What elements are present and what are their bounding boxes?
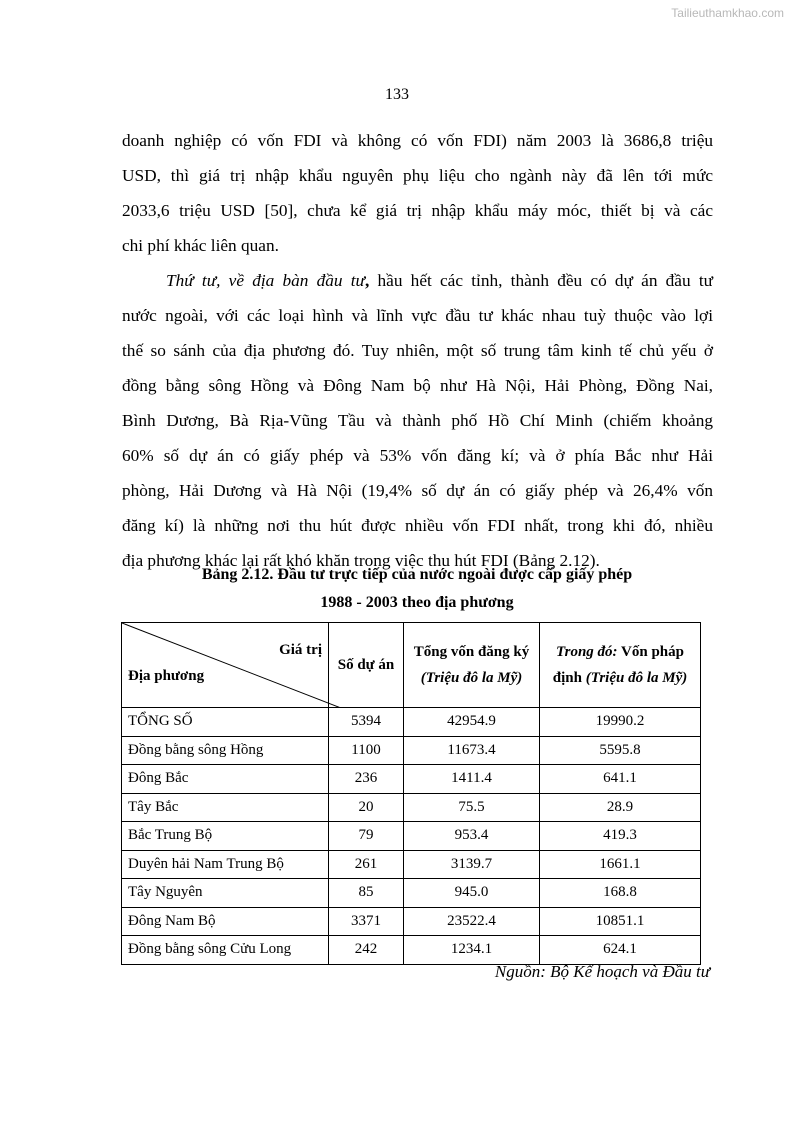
body-line: doanh nghiệp có vốn FDI và không có vốn …: [122, 131, 713, 150]
header-legal-italic: Trong đó:: [556, 644, 618, 660]
lead-rest: hầu hết các tỉnh, thành đều có dự án đầu…: [369, 271, 713, 290]
body-line: 60% số dự án có giấy phép và 53% vốn đăn…: [122, 446, 713, 465]
source-note: Nguồn: Bộ Kế hoạch và Đầu tư: [494, 962, 710, 981]
legal-capital-cell: 28.9: [539, 792, 701, 822]
region-cell: Duyên hải Nam Trung Bộ: [121, 849, 329, 879]
header-projects: Số dự án: [328, 622, 404, 708]
region-cell: Đồng bằng sông Cửu Long: [121, 935, 329, 965]
table-caption: Bảng 2.12. Đầu tư trực tiếp của nước ngo…: [201, 566, 633, 583]
legal-capital-cell: 5595.8: [539, 735, 701, 765]
region-cell: Tây Nguyên: [121, 878, 329, 908]
body-line: đăng kí) là những nơi thu hút được nhiều…: [122, 516, 713, 535]
table-row: Duyên hải Nam Trung Bộ 261 3139.7 1661.1: [121, 849, 701, 879]
legal-capital-cell: 624.1: [539, 935, 701, 965]
total-capital-cell: 953.4: [403, 821, 540, 851]
header-legal-unit: (Triệu đô la Mỹ): [585, 670, 688, 686]
projects-cell: 236: [328, 764, 404, 794]
header-region: Địa phương: [128, 668, 205, 684]
total-capital-cell: 75.5: [403, 792, 540, 822]
table-row: Đồng bằng sông Hồng 1100 11673.4 5595.8: [121, 735, 701, 765]
region-cell: Đông Bắc: [121, 764, 329, 794]
legal-capital-cell: 419.3: [539, 821, 701, 851]
body-line: nước ngoài, với các loại hình và lĩnh vự…: [122, 306, 713, 325]
header-value: Giá trị: [279, 642, 322, 658]
table-row: TỔNG SỐ 5394 42954.9 19990.2: [121, 707, 701, 737]
region-cell: Đồng bằng sông Hồng: [121, 735, 329, 765]
total-capital-cell: 23522.4: [403, 906, 540, 936]
page-number: 133: [385, 86, 409, 103]
header-total-capital: Tổng vốn đăng ký (Triệu đô la Mỹ): [403, 622, 540, 708]
header-total-label: Tổng vốn đăng ký: [413, 644, 530, 660]
fdi-table: Giá trị Địa phương Số dự án Tổng vốn đăn…: [121, 622, 701, 965]
body-line: phòng, Hải Dương và Hà Nội (19,4% số dự …: [122, 481, 713, 500]
body-line: đồng bằng sông Hồng và Đông Nam bộ như H…: [122, 376, 713, 395]
legal-capital-cell: 1661.1: [539, 849, 701, 879]
region-cell: Đông Nam Bộ: [121, 906, 329, 936]
body-line: Bình Dương, Bà Rịa-Vũng Tầu và thành phố…: [122, 411, 713, 430]
projects-cell: 261: [328, 849, 404, 879]
total-capital-cell: 42954.9: [403, 707, 540, 737]
total-capital-cell: 1411.4: [403, 764, 540, 794]
table-caption-years: 1988 - 2003 theo địa phương: [320, 594, 514, 611]
body-line: chi phí khác liên quan.: [122, 236, 279, 255]
body-line: địa phương khác lại rất khó khăn trong v…: [122, 551, 600, 570]
watermark: Tailieuthamkhao.com: [671, 6, 784, 20]
diagonal-header-cell: Giá trị Địa phương: [121, 622, 341, 708]
projects-cell: 3371: [328, 906, 404, 936]
legal-capital-cell: 10851.1: [539, 906, 701, 936]
projects-cell: 5394: [328, 707, 404, 737]
total-capital-cell: 1234.1: [403, 935, 540, 965]
region-cell: Tây Bắc: [121, 792, 329, 822]
projects-cell: 79: [328, 821, 404, 851]
header-total-unit: (Triệu đô la Mỹ): [420, 670, 523, 686]
lead-bold: ,: [364, 271, 370, 290]
table-row: Đông Nam Bộ 3371 23522.4 10851.1: [121, 906, 701, 936]
table-row: Đông Bắc 236 1411.4 641.1: [121, 764, 701, 794]
diagonal-line: [122, 623, 341, 708]
table-row: Đồng bằng sông Cửu Long 242 1234.1 624.1: [121, 935, 701, 965]
table-row: Tây Nguyên 85 945.0 168.8: [121, 878, 701, 908]
legal-capital-cell: 19990.2: [539, 707, 701, 737]
region-cell: Bắc Trung Bộ: [121, 821, 329, 851]
body-line: thế so sánh của địa phương đó. Tuy nhiên…: [122, 341, 713, 360]
table-header-row: Giá trị Địa phương Số dự án Tổng vốn đăn…: [121, 622, 701, 708]
total-capital-cell: 3139.7: [403, 849, 540, 879]
table-row: Tây Bắc 20 75.5 28.9: [121, 792, 701, 822]
total-capital-cell: 945.0: [403, 878, 540, 908]
lead-italic: Thứ tư, về địa bàn đầu tư: [166, 271, 365, 290]
header-legal-label: Vốn pháp định: [552, 644, 684, 686]
body-line: Thứ tư, về địa bàn đầu tư, hầu hết các t…: [166, 271, 713, 291]
projects-cell: 20: [328, 792, 404, 822]
projects-cell: 1100: [328, 735, 404, 765]
header-legal-capital: Trong đó: Vốn pháp định (Triệu đô la Mỹ): [539, 622, 701, 708]
legal-capital-cell: 168.8: [539, 878, 701, 908]
region-cell: TỔNG SỐ: [121, 707, 329, 737]
body-line: USD, thì giá trị nhập khẩu nguyên phụ li…: [122, 166, 713, 185]
legal-capital-cell: 641.1: [539, 764, 701, 794]
body-line: 2033,6 triệu USD [50], chưa kể giá trị n…: [122, 201, 713, 220]
total-capital-cell: 11673.4: [403, 735, 540, 765]
projects-cell: 242: [328, 935, 404, 965]
projects-cell: 85: [328, 878, 404, 908]
table-row: Bắc Trung Bộ 79 953.4 419.3: [121, 821, 701, 851]
